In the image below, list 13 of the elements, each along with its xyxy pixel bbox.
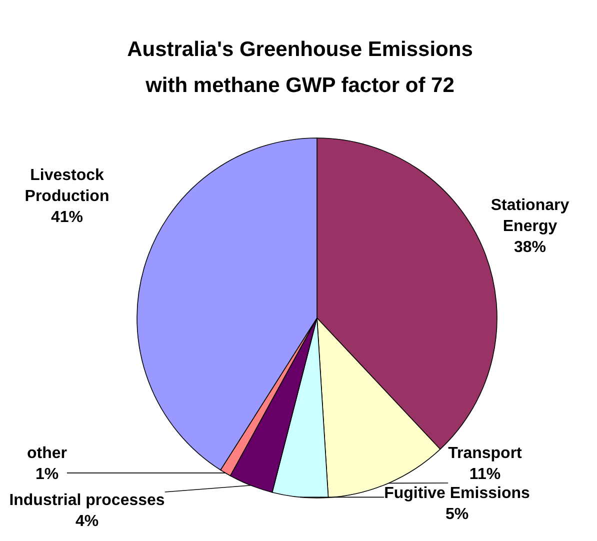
legend-label: Fugitive Emissions xyxy=(384,485,530,502)
data-label: 38% xyxy=(514,239,546,256)
slice-label: Stationary Energy xyxy=(490,197,570,235)
slice-label: Transport xyxy=(448,445,523,462)
data-label: 4% xyxy=(75,513,99,530)
data-label: 5% xyxy=(445,506,469,523)
data-label: 11% xyxy=(469,466,501,483)
data-label: 41% xyxy=(50,209,84,226)
slice-label: other xyxy=(27,445,67,462)
data-label: 1% xyxy=(35,466,59,483)
slice-label: Livestock Production xyxy=(24,167,110,205)
slice-label: Industrial processes xyxy=(9,492,165,509)
chart-title: Australia's Greenhouse Emissions with methane GWP factor of 72 xyxy=(127,38,473,97)
